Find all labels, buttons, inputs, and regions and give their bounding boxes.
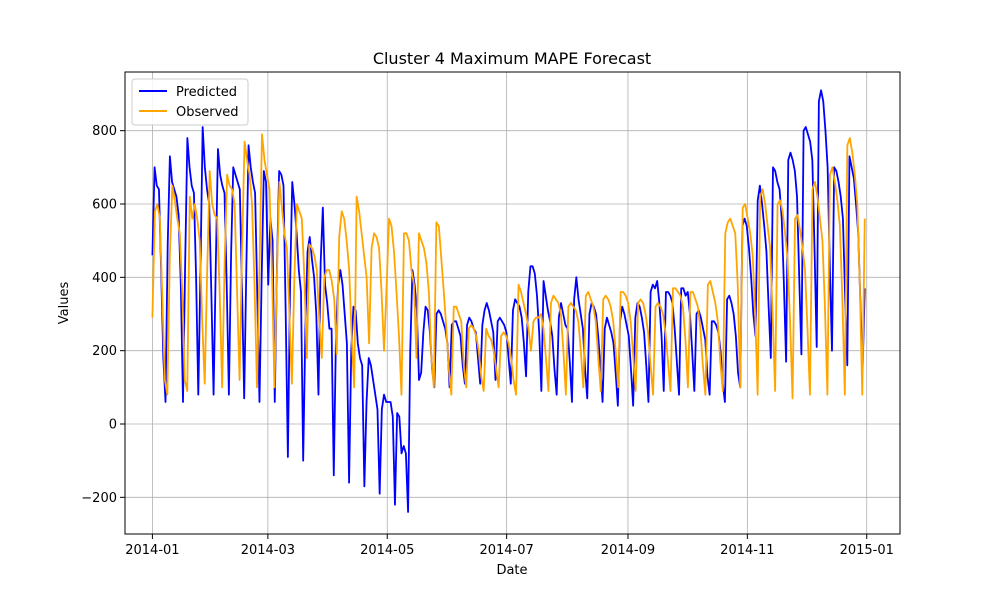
- y-tick-label: 800: [92, 124, 117, 139]
- x-axis-label: Date: [496, 563, 527, 578]
- y-tick-label: −200: [81, 491, 117, 506]
- x-tick-label: 2014-05: [360, 543, 414, 558]
- x-tick-label: 2014-01: [125, 543, 179, 558]
- legend-label-predicted: Predicted: [176, 85, 237, 100]
- chart-title: Cluster 4 Maximum MAPE Forecast: [373, 49, 651, 68]
- x-axis: 2014-01 2014-03 2014-05 2014-07 2014-09 2014-…: [125, 534, 894, 558]
- legend-label-observed: Observed: [176, 105, 239, 120]
- legend: Predicted Observed: [131, 78, 249, 126]
- y-tick-label: 400: [92, 271, 117, 286]
- y-tick-label: 600: [92, 198, 117, 213]
- y-tick-label: 0: [109, 418, 117, 433]
- x-tick-label: 2015-01: [840, 543, 894, 558]
- y-tick-label: 200: [92, 344, 117, 359]
- x-tick-label: 2014-09: [601, 543, 655, 558]
- x-tick-label: 2014-11: [720, 543, 774, 558]
- x-tick-label: 2014-07: [479, 543, 533, 558]
- y-axis: −200 0 200 400 600 800: [81, 124, 125, 506]
- series-layer: [151, 89, 866, 513]
- series-line-observed: [151, 133, 866, 400]
- x-tick-label: 2014-03: [241, 543, 295, 558]
- y-axis-label: Values: [57, 282, 72, 325]
- plot-frame: [124, 71, 901, 535]
